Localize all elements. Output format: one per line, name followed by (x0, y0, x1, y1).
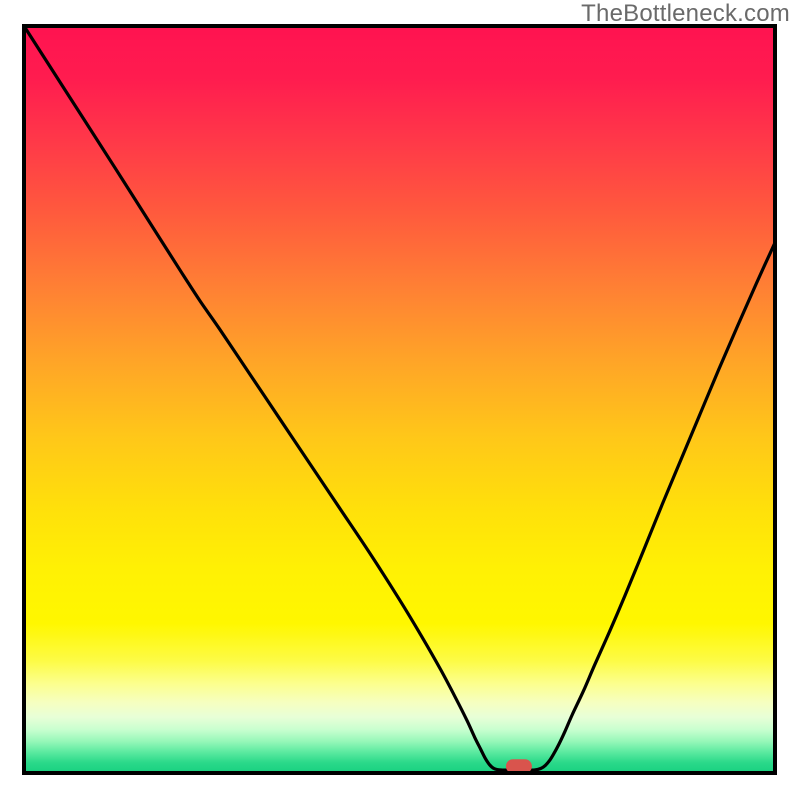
plot-background (24, 26, 775, 773)
bottleneck-chart: TheBottleneck.com (0, 0, 800, 800)
watermark-text: TheBottleneck.com (581, 0, 790, 28)
chart-svg (0, 0, 800, 800)
